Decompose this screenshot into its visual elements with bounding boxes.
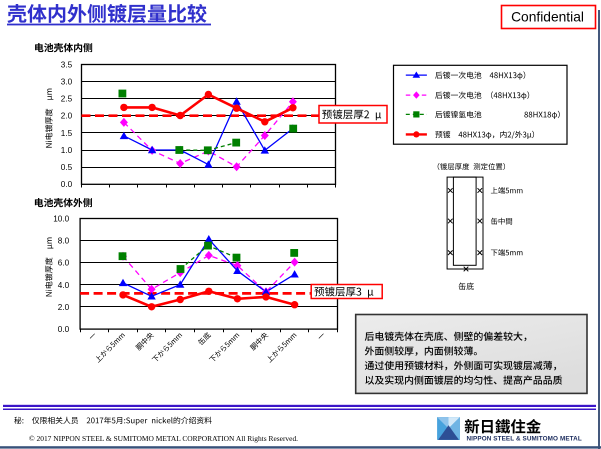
svg-text:0.0: 0.0 [58,325,70,334]
svg-text:8.0: 8.0 [58,237,70,246]
svg-text:0.0: 0.0 [61,180,73,189]
svg-text:2.0: 2.0 [61,112,73,121]
svg-text:3.5: 3.5 [61,60,73,69]
svg-text:4.0: 4.0 [58,281,70,290]
svg-text:Confidential: Confidential [511,9,584,24]
svg-text:1.0: 1.0 [61,146,73,155]
svg-text:6.0: 6.0 [58,259,70,268]
svg-text:3.0: 3.0 [61,78,73,87]
svg-text:© 2017 NIPPON STEEL & SUMITOMO: © 2017 NIPPON STEEL & SUMITOMO METAL COR… [29,434,298,443]
svg-text:0.5: 0.5 [61,163,73,172]
svg-text:2.5: 2.5 [61,95,73,104]
svg-text:1.5: 1.5 [61,129,73,138]
svg-text:2.0: 2.0 [58,303,70,312]
svg-text:10.0: 10.0 [53,214,69,223]
svg-text:NIPPON STEEL & SUMITOMO METAL: NIPPON STEEL & SUMITOMO METAL [467,435,582,442]
